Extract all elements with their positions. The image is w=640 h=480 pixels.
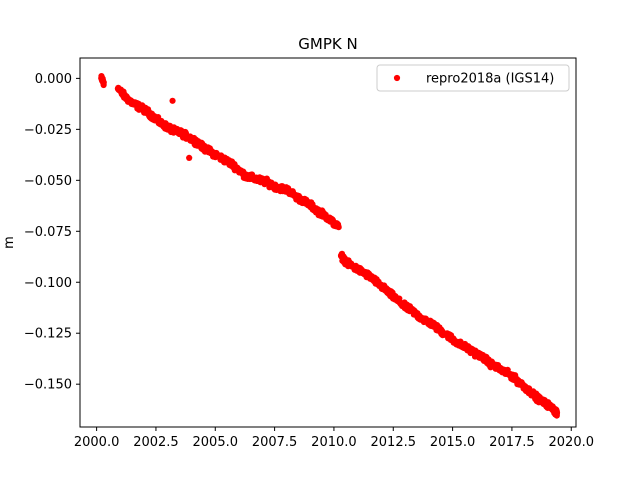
data-point [121,93,129,100]
x-tick-label: 2010.0 [311,435,357,450]
data-point [292,193,300,200]
data-point [508,372,516,380]
data-point [278,185,285,192]
x-axis: 2000.0 2002.5 2005.0 2007.5 2010.0 2012.5 2015… [74,427,594,450]
chart-title: GMPK N [298,35,357,53]
data-point [243,173,250,180]
x-tick-label: 2002.5 [133,435,179,450]
data-point [164,124,171,131]
x-tick-label: 2017.5 [489,435,535,450]
data-point [235,167,243,174]
y-tick-label: −0.025 [24,123,72,138]
data-point [530,391,537,398]
axes-frame [79,57,577,428]
legend-label: repro2018a (IGS14) [426,72,554,87]
data-point [337,252,345,259]
data-point [523,385,530,392]
data-point [430,321,437,329]
data-point [186,154,193,161]
data-point [169,97,176,104]
data-point [335,224,342,231]
data-point [451,338,459,345]
data-point [544,401,551,408]
data-point [207,148,214,155]
legend-marker [393,74,401,82]
data-point [423,317,430,325]
data-point [473,350,480,357]
x-tick-label: 2012.5 [371,435,417,450]
data-point [193,138,200,145]
data-point [314,207,321,215]
plot-area [98,72,561,419]
data-point [114,85,122,92]
data-point [271,183,278,190]
data-point [186,134,193,141]
data-point [380,285,387,292]
data-point [136,103,143,111]
data-point [402,303,409,310]
y-tick-label: −0.150 [24,378,72,393]
x-tick-label: 2015.0 [430,435,476,450]
data-point [373,279,380,286]
data-point [214,152,221,159]
data-point [228,160,235,168]
x-tick-label: 2000.0 [74,435,120,450]
data-point [444,332,451,339]
y-tick-label: −0.050 [24,174,72,189]
legend-box [376,64,570,92]
data-point [466,346,473,353]
data-point [307,201,314,208]
legend: repro2018a (IGS14) [376,64,570,92]
data-point [537,397,544,404]
data-point [352,264,359,272]
y-tick-label: 0.000 [35,72,72,87]
data-point [129,99,136,106]
data-point [321,211,328,219]
data-point [437,328,444,335]
y-tick-label: −0.075 [24,225,72,240]
data-point [387,291,394,298]
x-tick-label: 2020.0 [549,435,595,450]
data-point [257,177,264,184]
data-point [171,128,179,135]
data-point [515,379,523,386]
data-point [100,79,107,86]
data-point [553,409,561,416]
data-point [458,342,466,349]
y-axis-label: m [2,236,17,249]
data-point [150,114,157,121]
data-point [359,268,366,276]
y-axis: 0.000 −0.025 −0.050 −0.075 −0.100 −0.125 −0.15… [24,72,80,393]
data-point [221,156,228,164]
data-point [366,273,373,280]
data-point [487,360,494,367]
data-point [200,144,207,151]
data-point [480,354,487,361]
data-point [285,187,292,194]
data-point [178,130,186,137]
data-point [416,313,423,321]
data-point [143,107,150,115]
data-point [409,307,416,314]
data-point [264,179,271,186]
data-point [394,297,402,304]
x-tick-label: 2005.0 [193,435,239,450]
y-tick-label: −0.100 [24,276,72,291]
y-tick-label: −0.125 [24,327,72,342]
data-point [345,260,352,268]
x-tick-label: 2007.5 [252,435,298,450]
data-point [157,120,164,127]
data-point [494,364,501,371]
data-point [250,175,257,182]
data-point [328,217,335,225]
data-point [299,197,307,204]
data-point [501,368,508,376]
